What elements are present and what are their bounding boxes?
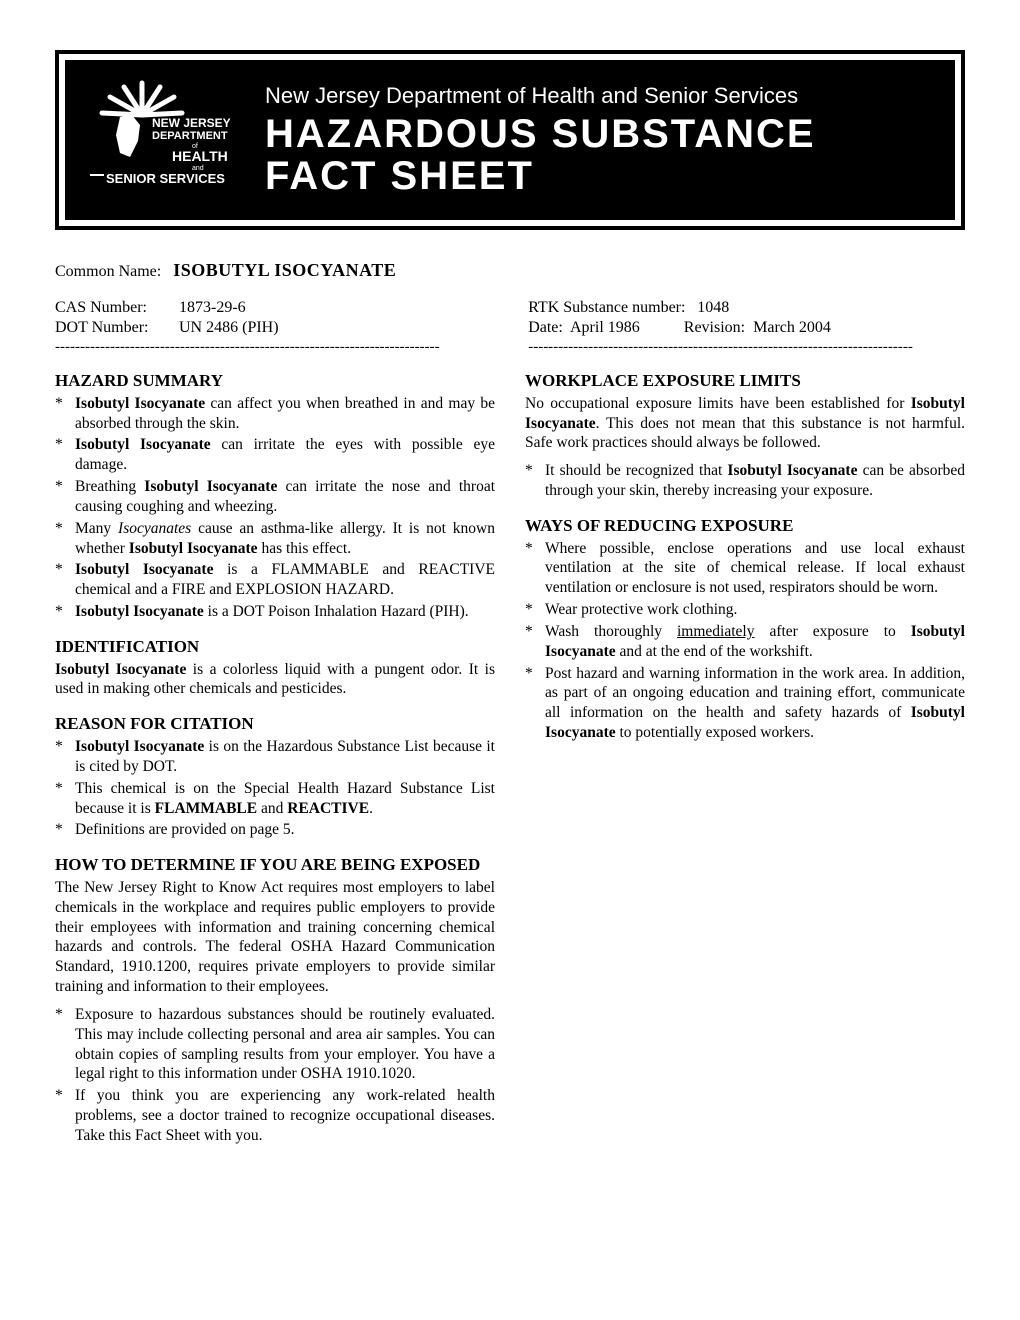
bullet-star-icon: *	[525, 600, 545, 620]
list-item-text: Breathing Isobutyl Isocyanate can irrita…	[75, 477, 495, 517]
logo-text-senior: SENIOR SERVICES	[106, 171, 225, 186]
bullet-star-icon: *	[55, 602, 75, 622]
list-item-text: Isobutyl Isocyanate is a DOT Poison Inha…	[75, 602, 495, 622]
list-item: *Isobutyl Isocyanate can irritate the ey…	[55, 435, 495, 475]
dash-line-left: ----------------------------------------…	[55, 339, 492, 356]
body-columns: HAZARD SUMMARY *Isobutyl Isocyanate can …	[55, 366, 965, 1152]
list-item: *Wear protective work clothing.	[525, 600, 965, 620]
list-item: *Wash thoroughly immediately after expos…	[525, 622, 965, 662]
list-item: *Isobutyl Isocyanate is a FLAMMABLE and …	[55, 560, 495, 600]
bullet-star-icon: *	[55, 519, 75, 559]
rev-value: March 2004	[753, 319, 831, 336]
rev-label: Revision:	[684, 319, 745, 336]
date-label: Date:	[528, 319, 563, 336]
bullet-star-icon: *	[55, 1086, 75, 1145]
meta-left: CAS Number: 1873-29-6 DOT Number: UN 248…	[55, 299, 492, 358]
common-name-value: ISOBUTYL ISOCYANATE	[173, 260, 396, 280]
bullet-star-icon: *	[55, 779, 75, 819]
bullet-star-icon: *	[55, 1005, 75, 1084]
nj-health-logo: NEW JERSEY DEPARTMENT of HEALTH and SENI…	[77, 75, 247, 205]
title-line-1: HAZARDOUS SUBSTANCE	[265, 113, 935, 155]
dot-value: UN 2486 (PIH)	[179, 319, 279, 336]
bullet-star-icon: *	[55, 737, 75, 777]
list-item-text: Definitions are provided on page 5.	[75, 820, 495, 840]
identification-heading: IDENTIFICATION	[55, 636, 495, 658]
fact-sheet-page: NEW JERSEY DEPARTMENT of HEALTH and SENI…	[0, 0, 1020, 1320]
reducing-heading: WAYS OF REDUCING EXPOSURE	[525, 515, 965, 537]
bullet-star-icon: *	[55, 560, 75, 600]
list-item: *Post hazard and warning information in …	[525, 664, 965, 743]
bullet-star-icon: *	[55, 394, 75, 434]
common-name-line: Common Name: ISOBUTYL ISOCYANATE	[55, 260, 965, 281]
list-item-text: Exposure to hazardous substances should …	[75, 1005, 495, 1084]
bullet-star-icon: *	[55, 435, 75, 475]
bullet-star-icon: *	[55, 820, 75, 840]
limits-text: No occupational exposure limits have bee…	[525, 394, 965, 453]
list-item-text: Post hazard and warning information in t…	[545, 664, 965, 743]
list-item: *Isobutyl Isocyanate is a DOT Poison Inh…	[55, 602, 495, 622]
left-column: HAZARD SUMMARY *Isobutyl Isocyanate can …	[55, 366, 495, 1152]
bullet-star-icon: *	[55, 477, 75, 517]
list-item-text: This chemical is on the Special Health H…	[75, 779, 495, 819]
list-item: *Many Isocyanates cause an asthma-like a…	[55, 519, 495, 559]
date-value: April 1986	[570, 319, 640, 336]
cas-label: CAS Number:	[55, 299, 175, 317]
bullet-star-icon: *	[525, 539, 545, 598]
meta-row: CAS Number: 1873-29-6 DOT Number: UN 248…	[55, 299, 965, 358]
list-item: *If you think you are experiencing any w…	[55, 1086, 495, 1145]
reason-list: *Isobutyl Isocyanate is on the Hazardous…	[55, 737, 495, 840]
list-item-text: Isobutyl Isocyanate is a FLAMMABLE and R…	[75, 560, 495, 600]
logo-text-nj: NEW JERSEY	[152, 116, 231, 130]
list-item-text: If you think you are experiencing any wo…	[75, 1086, 495, 1145]
nj-seal-icon: NEW JERSEY DEPARTMENT of HEALTH and SENI…	[82, 75, 242, 205]
list-item: *Definitions are provided on page 5.	[55, 820, 495, 840]
bullet-star-icon: *	[525, 664, 545, 743]
rtk-label: RTK Substance number:	[528, 299, 693, 317]
header-box: NEW JERSEY DEPARTMENT of HEALTH and SENI…	[55, 50, 965, 230]
reason-heading: REASON FOR CITATION	[55, 713, 495, 735]
determine-list: *Exposure to hazardous substances should…	[55, 1005, 495, 1146]
list-item: *Exposure to hazardous substances should…	[55, 1005, 495, 1084]
determine-text: The New Jersey Right to Know Act require…	[55, 878, 495, 997]
rtk-value: 1048	[697, 299, 729, 316]
dash-line-right: ----------------------------------------…	[528, 339, 965, 356]
list-item-text: It should be recognized that Isobutyl Is…	[545, 461, 965, 501]
list-item-text: Wash thoroughly immediately after exposu…	[545, 622, 965, 662]
logo-text-dept: DEPARTMENT	[152, 130, 228, 142]
common-name-label: Common Name:	[55, 263, 161, 280]
list-item-text: Isobutyl Isocyanate is on the Hazardous …	[75, 737, 495, 777]
right-column: WORKPLACE EXPOSURE LIMITS No occupationa…	[525, 366, 965, 1152]
meta-right: RTK Substance number: 1048 Date: April 1…	[528, 299, 965, 358]
list-item: *Where possible, enclose operations and …	[525, 539, 965, 598]
bullet-star-icon: *	[525, 461, 545, 501]
bullet-star-icon: *	[525, 622, 545, 662]
title-line-2: FACT SHEET	[265, 155, 935, 197]
limits-heading: WORKPLACE EXPOSURE LIMITS	[525, 370, 965, 392]
list-item-text: Isobutyl Isocyanate can affect you when …	[75, 394, 495, 434]
list-item: *Breathing Isobutyl Isocyanate can irrit…	[55, 477, 495, 517]
cas-value: 1873-29-6	[179, 299, 246, 316]
list-item: *This chemical is on the Special Health …	[55, 779, 495, 819]
list-item: *Isobutyl Isocyanate can affect you when…	[55, 394, 495, 434]
list-item-text: Many Isocyanates cause an asthma-like al…	[75, 519, 495, 559]
limits-list: *It should be recognized that Isobutyl I…	[525, 461, 965, 501]
determine-heading: HOW TO DETERMINE IF YOU ARE BEING EXPOSE…	[55, 854, 495, 876]
identification-text: Isobutyl Isocyanate is a colorless liqui…	[55, 660, 495, 700]
list-item-text: Wear protective work clothing.	[545, 600, 965, 620]
header-title-block: New Jersey Department of Health and Seni…	[247, 83, 935, 197]
header-inner: NEW JERSEY DEPARTMENT of HEALTH and SENI…	[65, 60, 955, 220]
logo-text-health: HEALTH	[172, 148, 228, 164]
dot-label: DOT Number:	[55, 319, 175, 337]
dept-line: New Jersey Department of Health and Seni…	[265, 83, 935, 109]
hazard-summary-heading: HAZARD SUMMARY	[55, 370, 495, 392]
list-item: *Isobutyl Isocyanate is on the Hazardous…	[55, 737, 495, 777]
list-item-text: Where possible, enclose operations and u…	[545, 539, 965, 598]
list-item-text: Isobutyl Isocyanate can irritate the eye…	[75, 435, 495, 475]
reducing-list: *Where possible, enclose operations and …	[525, 539, 965, 743]
hazard-summary-list: *Isobutyl Isocyanate can affect you when…	[55, 394, 495, 622]
list-item: *It should be recognized that Isobutyl I…	[525, 461, 965, 501]
